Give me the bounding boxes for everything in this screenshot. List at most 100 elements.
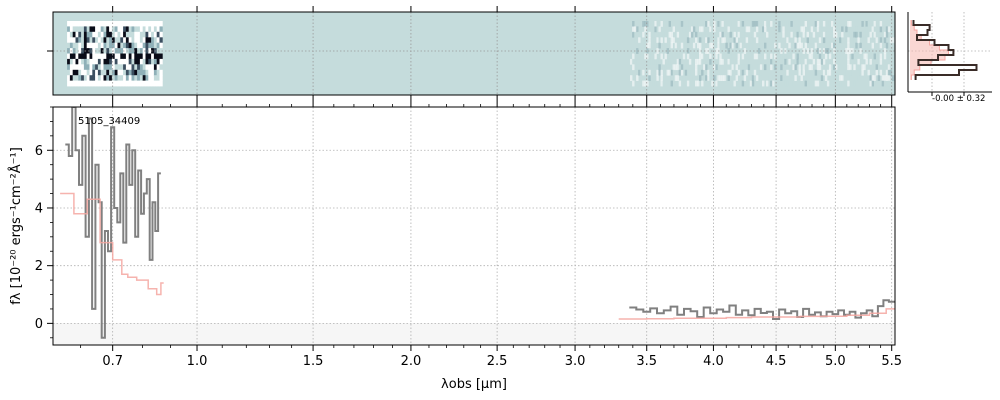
heatmap-cell bbox=[814, 21, 818, 27]
heatmap-cell bbox=[674, 64, 678, 71]
heatmap-cell bbox=[719, 37, 722, 44]
heatmap-cell bbox=[139, 80, 144, 87]
heatmap-cell bbox=[723, 53, 726, 60]
heatmap-cell bbox=[125, 42, 130, 49]
heatmap-cell bbox=[889, 37, 893, 44]
heatmap-cell bbox=[89, 75, 93, 81]
heatmap-cell bbox=[123, 31, 127, 38]
heatmap-cell bbox=[697, 80, 700, 87]
heatmap-cell bbox=[81, 64, 85, 71]
heatmap-cell bbox=[89, 42, 93, 49]
heatmap-cell bbox=[831, 69, 834, 76]
heatmap-cell bbox=[733, 37, 736, 44]
heatmap-cell bbox=[745, 69, 749, 76]
heatmap-cell bbox=[97, 21, 102, 27]
heatmap-cell bbox=[117, 80, 121, 87]
x-tick-label: 3.0 bbox=[565, 354, 586, 369]
heatmap-cell bbox=[688, 31, 692, 38]
heatmap-cell bbox=[879, 53, 883, 60]
heatmap-cell bbox=[69, 21, 74, 27]
heatmap-cell bbox=[148, 69, 152, 76]
heatmap-cell bbox=[83, 69, 88, 76]
heatmap-cell bbox=[103, 75, 107, 81]
heatmap-cell bbox=[151, 58, 155, 65]
heatmap-cell bbox=[658, 26, 661, 33]
spectrum-1d-gridlines bbox=[53, 107, 895, 345]
heatmap-cell bbox=[134, 26, 138, 33]
heatmap-cell bbox=[142, 75, 146, 81]
heatmap-cell bbox=[733, 75, 736, 81]
heatmap-cell bbox=[739, 21, 742, 27]
heatmap-cell bbox=[139, 53, 144, 60]
heatmap-cell bbox=[678, 58, 682, 65]
heatmap-cell bbox=[841, 31, 844, 38]
heatmap-cell bbox=[153, 69, 158, 76]
heatmap-cell bbox=[123, 26, 127, 33]
x-tick-label: 5.0 bbox=[825, 354, 846, 369]
heatmap-cell bbox=[670, 69, 673, 76]
heatmap-cell bbox=[81, 75, 85, 81]
heatmap-cell bbox=[780, 64, 783, 71]
heatmap-cell bbox=[676, 21, 680, 27]
heatmap-cell bbox=[875, 64, 878, 71]
heatmap-cell bbox=[125, 37, 130, 44]
profile-annotation: -0.00 ± 0.32 bbox=[932, 94, 985, 104]
heatmap-cell bbox=[762, 26, 765, 33]
heatmap-cell bbox=[877, 42, 881, 49]
heatmap-cell bbox=[137, 80, 141, 87]
heatmap-cell bbox=[688, 21, 692, 27]
heatmap-cell bbox=[800, 31, 803, 38]
heatmap-cell bbox=[686, 48, 690, 54]
heatmap-cell bbox=[721, 37, 724, 44]
heatmap-cell bbox=[153, 42, 158, 49]
heatmap-cell bbox=[632, 64, 635, 71]
profile-panel: -0.00 ± 0.32 bbox=[907, 12, 992, 104]
heatmap-cell bbox=[875, 69, 878, 76]
heatmap-cell bbox=[148, 48, 152, 54]
heatmap-cell bbox=[159, 75, 163, 81]
heatmap-cell bbox=[137, 21, 141, 27]
heatmap-cell bbox=[159, 31, 163, 38]
x-tick-label: 2.5 bbox=[487, 354, 508, 369]
heatmap-cell bbox=[668, 21, 671, 27]
heatmap-cell bbox=[644, 21, 647, 27]
heatmap-cell bbox=[863, 31, 866, 38]
heatmap-cell bbox=[72, 31, 76, 38]
heatmap-cell bbox=[662, 64, 665, 71]
heatmap-cell bbox=[134, 21, 138, 27]
heatmap-cell bbox=[678, 80, 682, 87]
heatmap-cell bbox=[97, 69, 102, 76]
heatmap-cell bbox=[867, 21, 870, 27]
heatmap-cell bbox=[100, 64, 104, 71]
heatmap-cell bbox=[735, 64, 738, 71]
heatmap-cell bbox=[117, 75, 121, 81]
heatmap-cell bbox=[109, 75, 113, 81]
heatmap-cell bbox=[808, 64, 811, 71]
heatmap-cell bbox=[849, 21, 852, 27]
heatmap-cell bbox=[67, 58, 71, 65]
heatmap-cell bbox=[646, 69, 649, 76]
heatmap-cell bbox=[159, 69, 163, 76]
heatmap-cell bbox=[644, 42, 647, 49]
heatmap-cell bbox=[806, 75, 809, 81]
heatmap-cell bbox=[695, 69, 698, 76]
heatmap-cell bbox=[741, 64, 745, 71]
heatmap-cell bbox=[151, 75, 155, 81]
heatmap-cell bbox=[123, 37, 127, 44]
heatmap-cell bbox=[692, 21, 696, 27]
heatmap-cell bbox=[680, 42, 684, 49]
heatmap-cell bbox=[142, 53, 146, 60]
heatmap-cell bbox=[69, 37, 74, 44]
spectrum-2d-frame bbox=[52, 11, 896, 96]
heatmap-cell bbox=[636, 31, 639, 38]
heatmap-cell bbox=[676, 42, 680, 49]
heatmap-cell bbox=[78, 42, 82, 49]
heatmap-cell bbox=[759, 64, 763, 71]
heatmap-cell bbox=[656, 80, 659, 87]
heatmap-cell bbox=[662, 42, 665, 49]
heatmap-cell bbox=[751, 75, 755, 81]
heatmap-cell bbox=[873, 31, 876, 38]
heatmap-cell bbox=[776, 75, 779, 81]
heatmap-cell bbox=[668, 53, 671, 60]
heatmap-cell bbox=[719, 21, 722, 27]
